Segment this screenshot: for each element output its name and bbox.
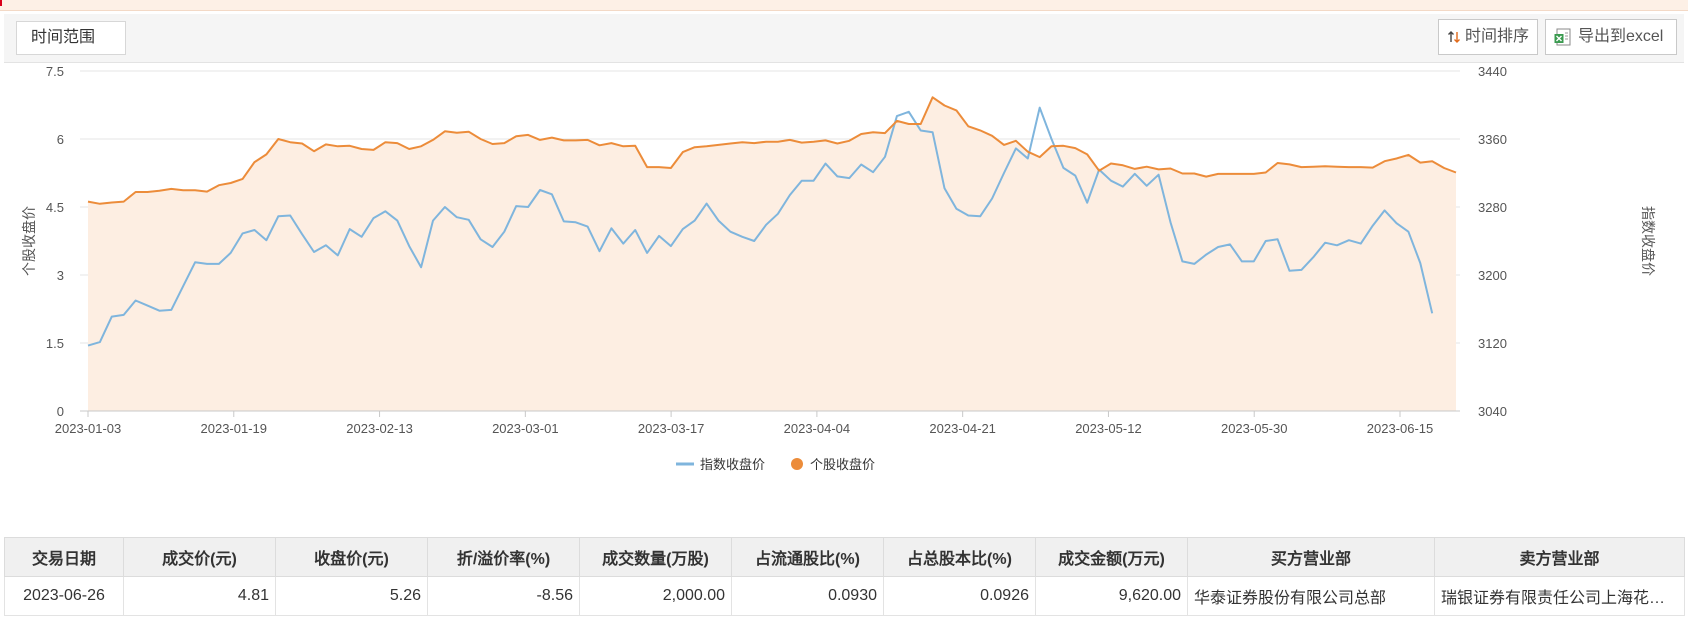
- header-total-ratio[interactable]: 占总股本比(%): [883, 537, 1036, 577]
- price-chart: 0 1.5 3 4.5 6 7.5 3040 3120 3200 3280 3360 3440 个股收盘…: [21, 64, 1656, 472]
- x-tick-label: 2023-03-17: [638, 421, 705, 436]
- cell-seller: 瑞银证券有限责任公司上海花园石桥路证券营业部: [1434, 576, 1685, 616]
- x-tick-label: 2023-05-30: [1221, 421, 1288, 436]
- time-sort-label: 时间排序: [1465, 28, 1530, 45]
- stock-price-area: [88, 97, 1456, 412]
- y2-tick-label: 3200: [1478, 268, 1507, 283]
- x-tick-label: 2023-01-03: [55, 421, 122, 436]
- x-tick-label: 2023-01-19: [201, 421, 268, 436]
- x-tick-label: 2023-03-01: [492, 421, 559, 436]
- y-tick-label: 1.5: [46, 336, 64, 351]
- cell-total-ratio: 0.0926: [883, 576, 1036, 616]
- excel-icon: [1554, 28, 1574, 46]
- cell-close-price: 5.26: [275, 576, 428, 616]
- header-premium-rate[interactable]: 折/溢价率(%): [427, 537, 580, 577]
- cell-float-ratio: 0.0930: [731, 576, 884, 616]
- header-float-ratio[interactable]: 占流通股比(%): [731, 537, 884, 577]
- cell-premium-rate: -8.56: [427, 576, 580, 616]
- legend-stock-swatch[interactable]: [791, 458, 803, 470]
- cell-buyer: 华泰证券股份有限公司总部: [1187, 576, 1435, 616]
- x-tick-label: 2023-02-13: [346, 421, 413, 436]
- y-tick-label: 7.5: [46, 64, 64, 79]
- stock-close-line: [87, 96, 1457, 205]
- cell-volume: 2,000.00: [579, 576, 732, 616]
- y2-tick-label: 3120: [1478, 336, 1507, 351]
- header-buyer[interactable]: 买方营业部: [1187, 537, 1435, 577]
- cell-trade-date: 2023-06-26: [4, 576, 124, 616]
- time-range-selector[interactable]: 时间范围: [16, 21, 126, 55]
- export-excel-label: 导出到excel: [1578, 28, 1664, 45]
- export-excel-button[interactable]: 导出到excel: [1545, 19, 1677, 55]
- toolbar: 时间范围 时间排序 导出到excel: [4, 14, 1684, 63]
- y2-tick-label: 3440: [1478, 64, 1507, 79]
- y2-tick-label: 3360: [1478, 132, 1507, 147]
- x-tick-label: 2023-04-21: [929, 421, 996, 436]
- y-tick-label: 6: [57, 132, 64, 147]
- y-tick-label: 4.5: [46, 200, 64, 215]
- section-header-strip: [0, 0, 1688, 11]
- index-close-line: [87, 106, 1434, 347]
- time-range-label: 时间范围: [31, 29, 96, 46]
- block-trade-table: 交易日期 成交价(元) 收盘价(元) 折/溢价率(%) 成交数量(万股) 占流通…: [4, 537, 1685, 616]
- table-row: 2023-06-26 4.81 5.26 -8.56 2,000.00 0.09…: [4, 576, 1685, 616]
- header-volume[interactable]: 成交数量(万股): [579, 537, 732, 577]
- legend-stock-label[interactable]: 个股收盘价: [810, 457, 875, 472]
- y2-axis-title: 指数收盘价: [1640, 206, 1656, 276]
- header-amount[interactable]: 成交金额(万元): [1035, 537, 1188, 577]
- x-tick-label: 2023-05-12: [1075, 421, 1142, 436]
- y2-tick-label: 3280: [1478, 200, 1507, 215]
- legend-index-label[interactable]: 指数收盘价: [700, 457, 765, 472]
- cell-trade-price: 4.81: [123, 576, 276, 616]
- table-header-row: 交易日期 成交价(元) 收盘价(元) 折/溢价率(%) 成交数量(万股) 占流通…: [4, 537, 1685, 577]
- section-accent-mark: [0, 0, 2, 6]
- header-close-price[interactable]: 收盘价(元): [275, 537, 428, 577]
- header-trade-date[interactable]: 交易日期: [4, 537, 124, 577]
- x-tick-label: 2023-04-04: [784, 421, 851, 436]
- y-axis-title: 个股收盘价: [21, 206, 37, 276]
- header-trade-price[interactable]: 成交价(元): [123, 537, 276, 577]
- y-tick-label: 0: [57, 404, 64, 419]
- sort-icon: [1447, 30, 1461, 44]
- time-sort-button[interactable]: 时间排序: [1438, 19, 1538, 55]
- cell-amount: 9,620.00: [1035, 576, 1188, 616]
- x-tick-label: 2023-06-15: [1367, 421, 1434, 436]
- y-tick-label: 3: [57, 268, 64, 283]
- header-seller[interactable]: 卖方营业部: [1434, 537, 1685, 577]
- y2-tick-label: 3040: [1478, 404, 1507, 419]
